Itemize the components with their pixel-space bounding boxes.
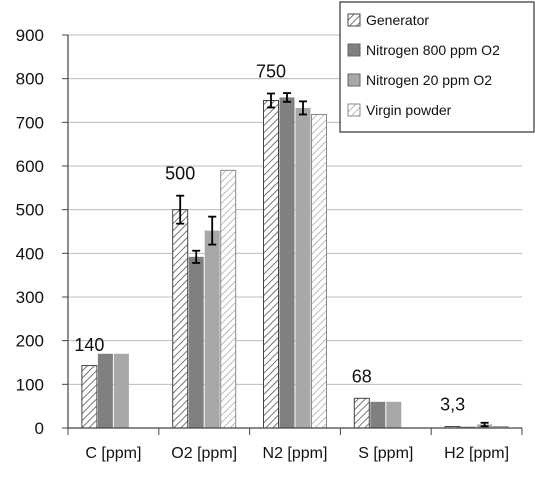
x-tick-label: O2 [ppm] [171,445,237,462]
gridlines [68,34,522,385]
y-tick-label: 200 [16,332,44,351]
value-annotation: 140 [74,335,104,355]
bar [204,230,220,428]
y-tick-label: 300 [16,288,44,307]
value-annotation: 3,3 [440,395,465,415]
legend-swatch [347,13,361,27]
bar [81,365,98,429]
legend-label: Virgin powder [366,102,452,118]
legend-label: Nitrogen 20 ppm O2 [366,72,492,88]
bar [97,353,113,428]
y-tick-label: 900 [16,26,44,45]
y-tick-label: 600 [16,157,44,176]
bar [113,353,129,428]
y-tick-label: 100 [16,375,44,394]
y-tick-label: 700 [16,113,44,132]
bar [370,401,386,428]
bar [353,397,370,429]
legend-box [339,1,535,133]
legend-swatch [347,103,361,117]
legend-label: Generator [366,12,429,28]
x-tick-label: H2 [ppm] [444,445,509,462]
value-annotation: 500 [165,164,195,184]
x-axis-ticks: C [ppm] O2 [ppm] N2 [ppm] S [ppm] H2 [ppm] [85,445,509,462]
bar [279,97,295,429]
bar [311,113,327,429]
x-tick-label: C [ppm] [85,445,141,462]
legend-swatch [347,73,361,87]
axes [62,34,523,435]
x-tick-label: S [ppm] [358,445,413,462]
bar [295,107,311,428]
value-annotation: 68 [352,366,372,386]
value-annotations: 140 500 750 68 3,3 [74,62,465,415]
bar [461,426,477,428]
legend: Generator Nitrogen 800 ppm O2 Nitrogen 20 … [339,1,535,133]
legend-label: Nitrogen 800 ppm O2 [366,42,500,58]
error-bars [176,92,489,428]
bar [263,100,279,429]
y-tick-label: 800 [16,70,44,89]
bar [386,401,402,428]
value-annotation: 750 [256,62,286,82]
y-tick-label: 400 [16,244,44,263]
bar [220,169,237,429]
legend-swatch [347,43,361,57]
bar [172,209,189,429]
y-tick-label: 0 [35,419,44,438]
y-axis-ticks: 0 100 200 300 400 500 600 700 800 900 [16,26,44,438]
bars [81,97,509,429]
y-tick-label: 500 [16,201,44,220]
bar [188,256,204,428]
x-tick-label: N2 [ppm] [263,445,328,462]
